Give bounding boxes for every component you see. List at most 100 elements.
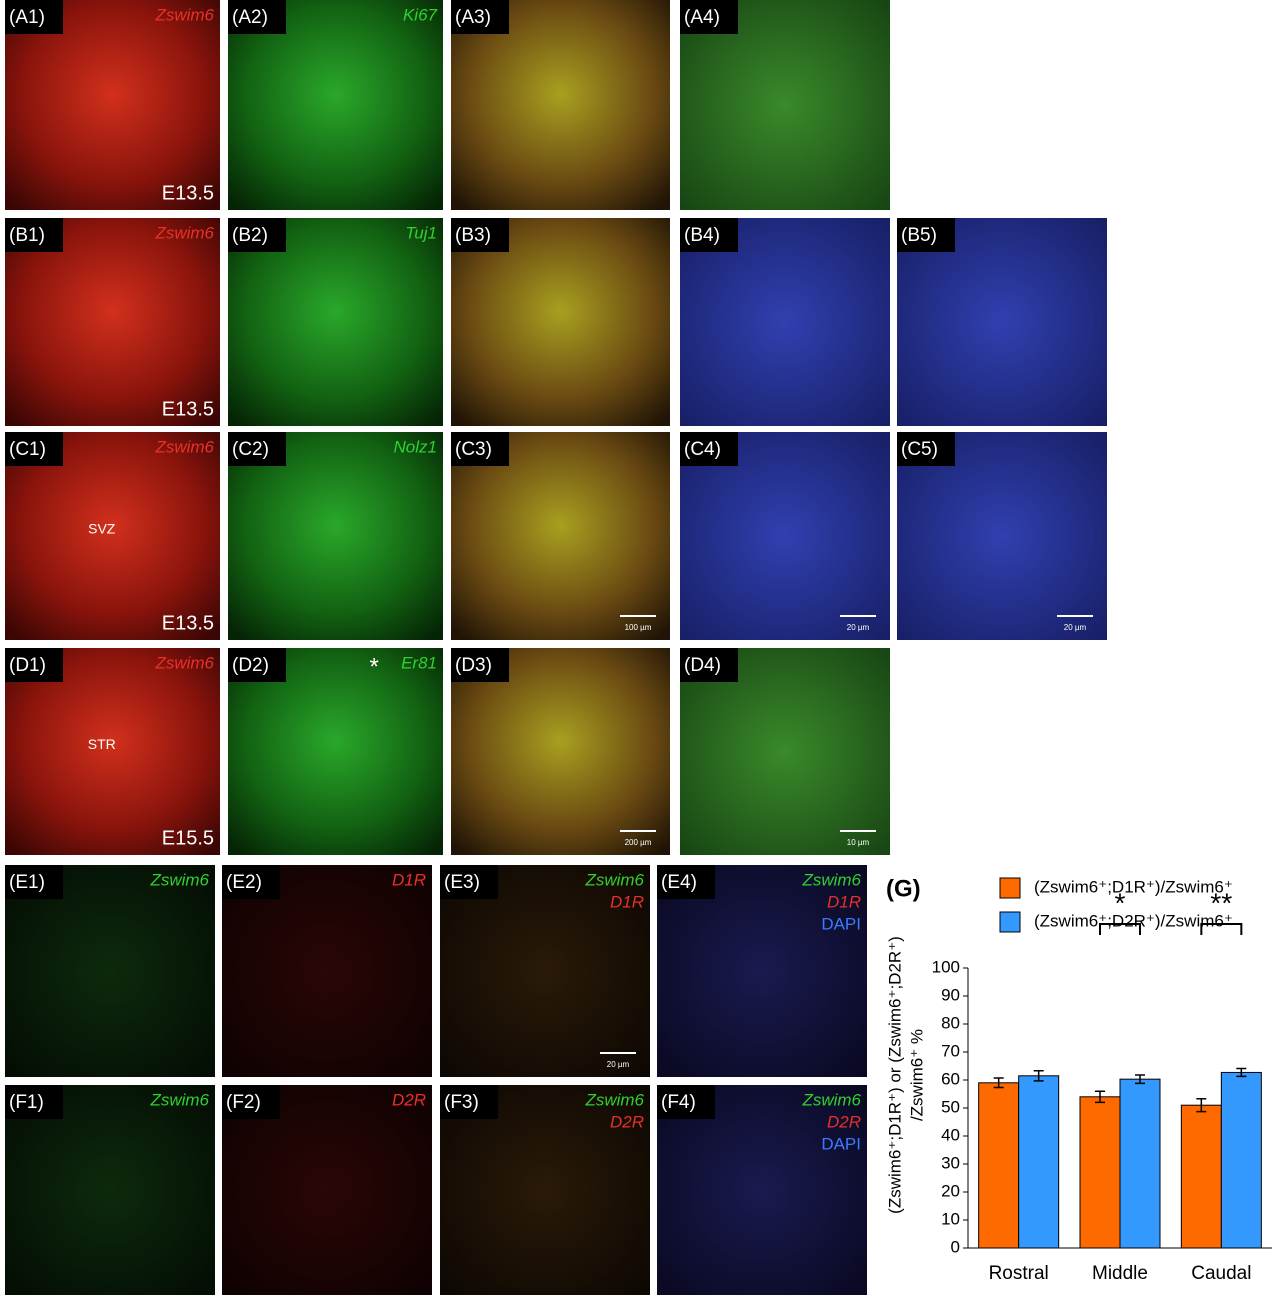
micrograph: [440, 1085, 650, 1295]
micrograph: [451, 432, 670, 640]
significance-mark: **: [1210, 887, 1232, 918]
panel-label-bg: [5, 1085, 63, 1119]
micrograph: [5, 648, 220, 855]
panel-text: D2R: [392, 1090, 426, 1109]
panel-text: 20 µm: [1064, 623, 1087, 632]
panel-label: (F1): [9, 1092, 44, 1113]
panel-text: E13.5: [162, 398, 214, 420]
micrograph: [228, 432, 443, 640]
panel-label: (A1): [9, 7, 45, 28]
error-bar: [1196, 1098, 1207, 1113]
panel-label-bg: [680, 218, 738, 252]
panel-label-bg: [228, 432, 286, 466]
panel-text: Zswim6: [149, 1090, 209, 1109]
micrograph: [228, 218, 443, 426]
panel-label-bg: [228, 0, 286, 34]
panel-text: E13.5: [162, 182, 214, 204]
legend-swatch: [999, 911, 1021, 933]
panel-text: Zswim6: [584, 1090, 644, 1109]
panel-label: (C2): [232, 439, 269, 460]
panel-text: Zswim6: [149, 870, 209, 889]
panel-text: 100 µm: [625, 623, 652, 632]
bar: [978, 1082, 1020, 1249]
micrograph: [228, 648, 443, 855]
panel-label: (A2): [232, 7, 268, 28]
y-tick-label: 30: [941, 1153, 960, 1172]
bar: [1079, 1096, 1121, 1249]
y-tick-label: 70: [941, 1041, 960, 1060]
panel-label-bg: [5, 648, 63, 682]
micrograph: [222, 865, 432, 1077]
micrograph: [680, 218, 890, 426]
micrograph: [5, 218, 220, 426]
error-bar: [993, 1077, 1004, 1089]
panel-label-bg: [440, 1085, 498, 1119]
micrograph: [5, 0, 220, 210]
panel-label: (A3): [455, 7, 491, 28]
panel-label-bg: [451, 432, 509, 466]
legend-label: (Zswim6⁺;D2R⁺)/Zswim6⁺: [1034, 911, 1233, 930]
panel-label-bg: [5, 865, 63, 899]
micrograph: [440, 865, 650, 1077]
panel-text: 10 µm: [847, 838, 870, 847]
panel-label-bg: [451, 218, 509, 252]
panel-text: Zswim6: [154, 437, 214, 456]
panel-text: DAPI: [821, 1134, 861, 1153]
panel-text: Zswim6: [154, 653, 214, 672]
panel-label: (D4): [684, 655, 721, 676]
panel-label-bg: [228, 218, 286, 252]
panel-label-bg: [897, 218, 955, 252]
panel-label-bg: [222, 1085, 280, 1119]
panel-label: (C4): [684, 439, 721, 460]
panel-label-bg: [680, 0, 738, 34]
panel-label: (E1): [9, 872, 45, 893]
panel-label-bg: [680, 432, 738, 466]
panel-label-bg: [657, 1085, 715, 1119]
y-tick-label: 60: [941, 1069, 960, 1088]
panel-label: (A4): [684, 7, 720, 28]
y-tick-label: 50: [941, 1097, 960, 1116]
panel-label: (B5): [901, 225, 937, 246]
y-tick-label: 40: [941, 1125, 960, 1144]
y-tick-label: 10: [941, 1209, 960, 1228]
panel-label-bg: [680, 648, 738, 682]
panel-label-bg: [222, 865, 280, 899]
panel-label-bg: [5, 218, 63, 252]
panel-label: (D1): [9, 655, 46, 676]
y-tick-label: 20: [941, 1181, 960, 1200]
panel-label: (F3): [444, 1092, 479, 1113]
panel-label: (B3): [455, 225, 491, 246]
x-tick-label: Rostral: [989, 1263, 1049, 1284]
error-bar: [1236, 1067, 1247, 1078]
micrograph: [680, 648, 890, 855]
bar: [1018, 1075, 1060, 1249]
error-bar: [1095, 1090, 1105, 1104]
bar: [1220, 1071, 1262, 1249]
panel-label-bg: [657, 865, 715, 899]
panel-label: (C3): [455, 439, 492, 460]
panel-label: (E3): [444, 872, 480, 893]
bar: [1180, 1104, 1222, 1249]
significance-mark: *: [1115, 887, 1126, 918]
chart-label: (G): [886, 875, 921, 902]
panel-label-bg: [228, 648, 286, 682]
panel-label: (F4): [661, 1092, 696, 1113]
panel-label: (D3): [455, 655, 492, 676]
panel-label-bg: [897, 432, 955, 466]
panel-label: (C5): [901, 439, 938, 460]
y-axis-label: (Zswim6⁺;D1R⁺) or (Zswim6⁺;D2R⁺): [885, 936, 904, 1214]
panel-label: (B2): [232, 225, 268, 246]
panel-label: (E4): [661, 872, 697, 893]
micrograph: [680, 0, 890, 210]
panel-text: D2R: [610, 1112, 644, 1131]
panel-text: D1R: [827, 892, 861, 911]
legend-label: (Zswim6⁺;D1R⁺)/Zswim6⁺: [1034, 877, 1233, 896]
significance-bracket: [1099, 923, 1141, 935]
panel-text: STR: [88, 736, 116, 752]
panel-text: D1R: [610, 892, 644, 911]
panel-label-bg: [440, 865, 498, 899]
y-tick-label: 80: [941, 1013, 960, 1032]
micrograph: [657, 865, 867, 1077]
micrograph: [222, 1085, 432, 1295]
micrograph: [451, 648, 670, 855]
